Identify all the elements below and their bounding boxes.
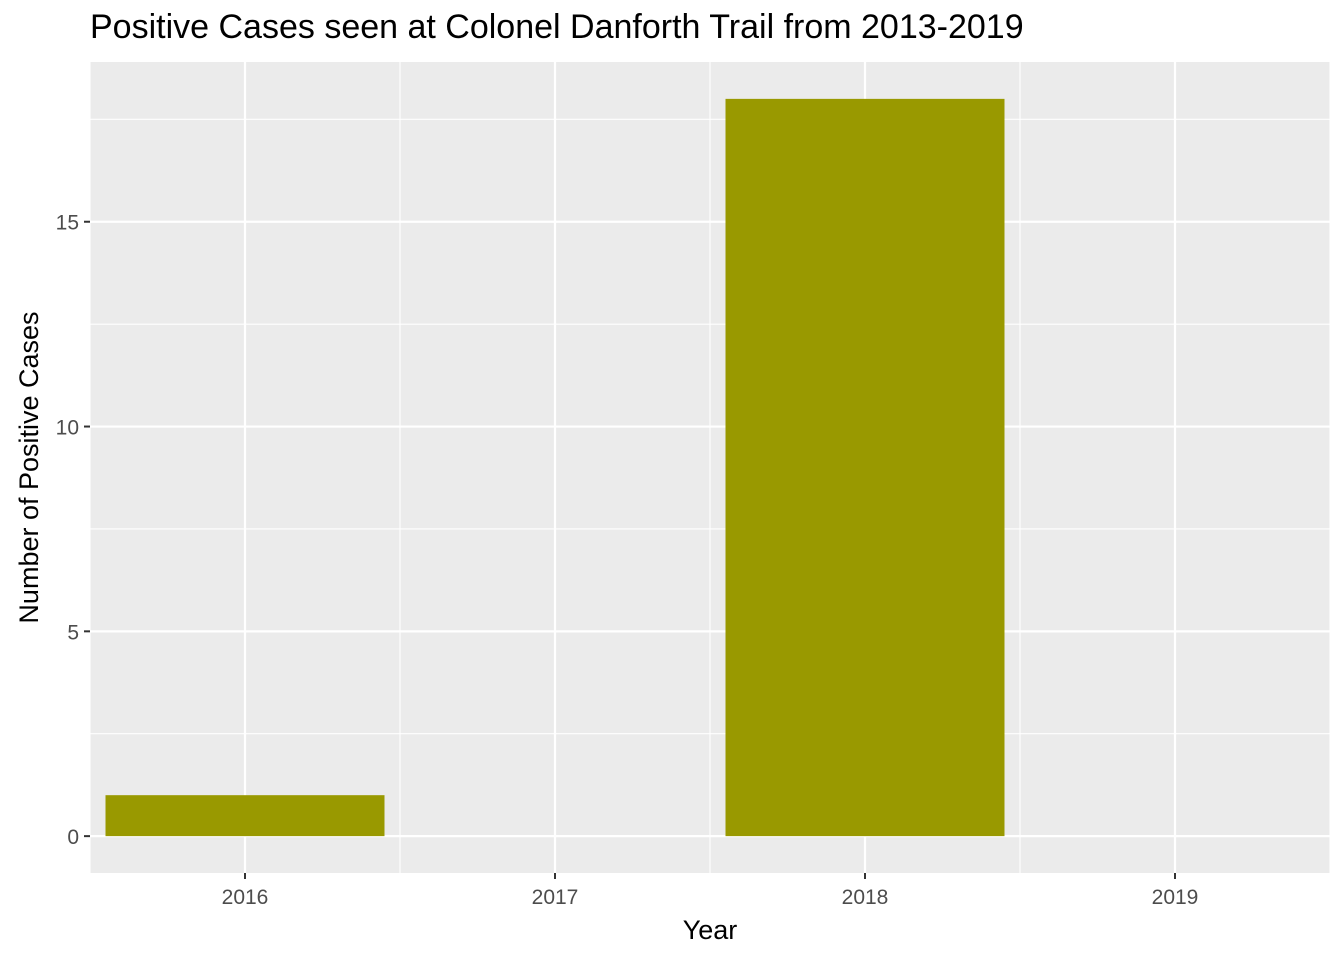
y-tick-label: 0 [67,826,79,849]
x-axis-label: Year [683,915,738,945]
x-tick-label: 2017 [532,886,579,909]
chart-title: Positive Cases seen at Colonel Danforth … [90,8,1024,46]
x-tick-label: 2016 [222,886,269,909]
x-axis: 2016 2017 2018 2019 [222,873,1199,909]
bar-2018 [725,98,1005,837]
x-tick-label: 2018 [842,886,889,909]
bars [105,98,1005,837]
minor-gridlines [89,62,1331,873]
x-tick-label: 2019 [1152,886,1199,909]
y-tick-label: 15 [56,212,79,235]
y-tick-label: 5 [67,621,79,644]
y-axis: 0 5 10 15 [56,212,90,849]
y-axis-label: Number of Positive Cases [14,311,44,623]
bar-2016 [105,795,385,837]
y-tick-label: 10 [56,417,79,440]
